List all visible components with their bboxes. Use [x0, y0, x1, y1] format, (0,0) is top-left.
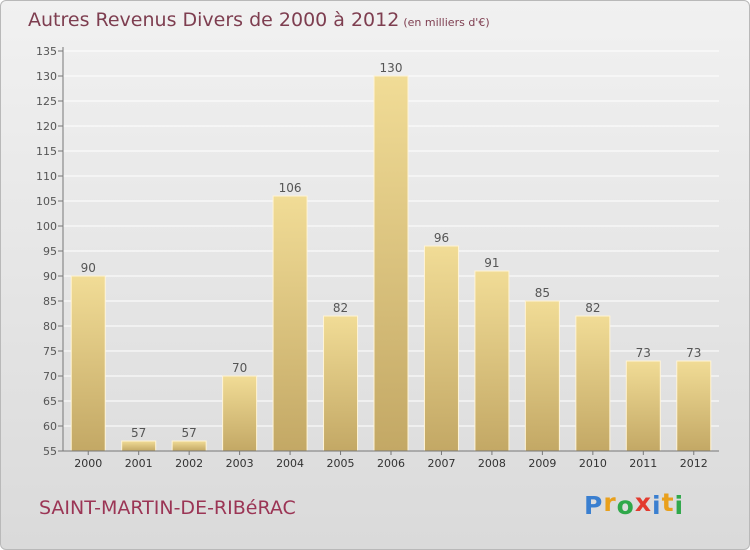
- x-tick-label-2012: 2012: [680, 457, 708, 470]
- bar-2009: [524, 300, 560, 452]
- axes: 55 60 65 70 75 80 85 90 95 100 105 110 115 120 125 130 1…: [36, 45, 719, 470]
- data-label-2002: 57: [182, 426, 197, 440]
- y-tick-label: 110: [36, 170, 57, 183]
- bar-2000: [70, 275, 106, 452]
- logo-letter: i: [652, 491, 662, 520]
- bar-2007: [423, 245, 459, 452]
- bar-2003: [222, 375, 258, 452]
- x-tick-label-2000: 2000: [74, 457, 102, 470]
- x-tick-label-2010: 2010: [579, 457, 607, 470]
- data-labels: 90 57 57 70 106 82 130 96 91 85 82 73 73: [81, 61, 702, 440]
- logo-letter: t: [661, 488, 675, 517]
- data-label-2009: 85: [535, 286, 550, 300]
- y-tick-label: 115: [36, 145, 57, 158]
- y-tick-label: 70: [43, 370, 57, 383]
- data-label-2011: 73: [636, 346, 651, 360]
- logo-letter: i: [674, 491, 685, 520]
- y-tick-label: 90: [43, 270, 57, 283]
- data-label-2008: 91: [484, 256, 499, 270]
- logo-letter: x: [634, 488, 652, 517]
- x-tick-label-2011: 2011: [629, 457, 657, 470]
- y-tick-label: 95: [43, 245, 57, 258]
- data-label-2005: 82: [333, 301, 348, 315]
- y-tick-label: 75: [43, 345, 57, 358]
- x-tick-label-2002: 2002: [175, 457, 203, 470]
- x-tick-label-2004: 2004: [276, 457, 304, 470]
- data-label-2004: 106: [279, 181, 302, 195]
- commune-name: SAINT-MARTIN-DE-RIBéRAC: [39, 497, 296, 519]
- x-tick-label-2009: 2009: [528, 457, 556, 470]
- y-tick-label: 80: [43, 320, 57, 333]
- proxiti-logo[interactable]: Proxiti: [584, 488, 685, 520]
- bar-2001: [121, 440, 157, 452]
- logo-letter: o: [616, 491, 635, 520]
- chart-title: Autres Revenus Divers de 2000 à 2012 (en …: [28, 9, 490, 31]
- x-tick-label-2006: 2006: [377, 457, 405, 470]
- logo-letter: P: [584, 491, 604, 520]
- bars: [70, 75, 712, 452]
- y-tick-label: 65: [43, 395, 57, 408]
- bar-2004: [272, 195, 308, 452]
- y-tick-label: 105: [36, 195, 57, 208]
- data-label-2007: 96: [434, 231, 449, 245]
- x-tick-label-2003: 2003: [226, 457, 254, 470]
- y-tick-label: 100: [36, 220, 57, 233]
- y-tick-label: 85: [43, 295, 57, 308]
- y-tick-label: 125: [36, 95, 57, 108]
- y-tick-label: 60: [43, 420, 57, 433]
- bar-2008: [474, 270, 510, 452]
- data-label-2003: 70: [232, 361, 247, 375]
- bar-2012: [676, 360, 712, 452]
- data-label-2006: 130: [380, 61, 403, 75]
- logo-letter: r: [603, 488, 617, 517]
- x-tick-label-2007: 2007: [427, 457, 455, 470]
- x-tick-label-2001: 2001: [125, 457, 153, 470]
- bar-2010: [575, 315, 611, 452]
- bar-2002: [171, 440, 207, 452]
- bar-2011: [625, 360, 661, 452]
- data-label-2012: 73: [686, 346, 701, 360]
- x-tick-label-2008: 2008: [478, 457, 506, 470]
- y-tick-label: 120: [36, 120, 57, 133]
- data-label-2000: 90: [81, 261, 96, 275]
- y-tick-label: 135: [36, 45, 57, 58]
- chart-title-unit: (en milliers d'€): [403, 16, 490, 29]
- x-tick-label-2005: 2005: [327, 457, 355, 470]
- bar-2005: [323, 315, 359, 452]
- bar-2006: [373, 75, 409, 452]
- y-tick-label: 55: [43, 445, 57, 458]
- data-label-2001: 57: [131, 426, 146, 440]
- data-label-2010: 82: [585, 301, 600, 315]
- chart-title-main: Autres Revenus Divers de 2000 à 2012: [28, 9, 400, 31]
- y-tick-label: 130: [36, 70, 57, 83]
